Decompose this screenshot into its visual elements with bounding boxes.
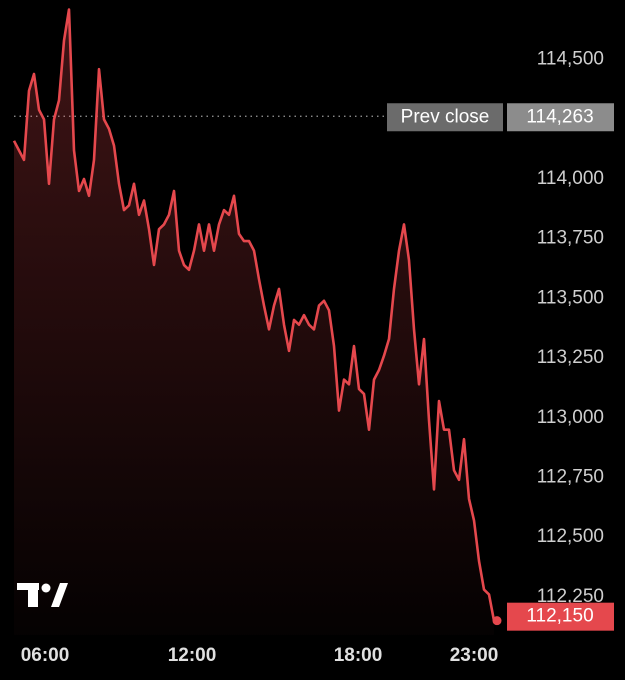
prev-close-box [387, 103, 503, 132]
prev-close-value-box [507, 103, 614, 132]
last-value-label: 112,150 [526, 606, 593, 627]
y-tick-label: 114,500 [537, 49, 604, 70]
y-tick-label: 113,500 [537, 287, 604, 308]
prev-close-label: Prev close [401, 106, 490, 127]
y-tick-label: 112,500 [537, 526, 604, 547]
price-line [12, 8, 496, 621]
y-tick-label: 112,750 [537, 466, 604, 487]
y-tick-label: 113,000 [537, 407, 604, 428]
y-tick-label: 113,750 [537, 228, 604, 249]
tradingview-logo [17, 583, 68, 607]
prev-close-value: 114,263 [526, 106, 593, 127]
x-tick-label: 23:00 [450, 645, 499, 666]
y-tick-label: 114,000 [537, 168, 604, 189]
last-point [492, 616, 502, 626]
y-tick-label: 113,250 [537, 347, 604, 368]
x-tick-label: 18:00 [334, 645, 383, 666]
x-tick-label: 06:00 [21, 645, 70, 666]
y-tick-label: 112,250 [537, 586, 604, 607]
area [14, 9, 494, 635]
x-tick-label: 12:00 [168, 645, 217, 666]
last-value-box [507, 602, 614, 631]
